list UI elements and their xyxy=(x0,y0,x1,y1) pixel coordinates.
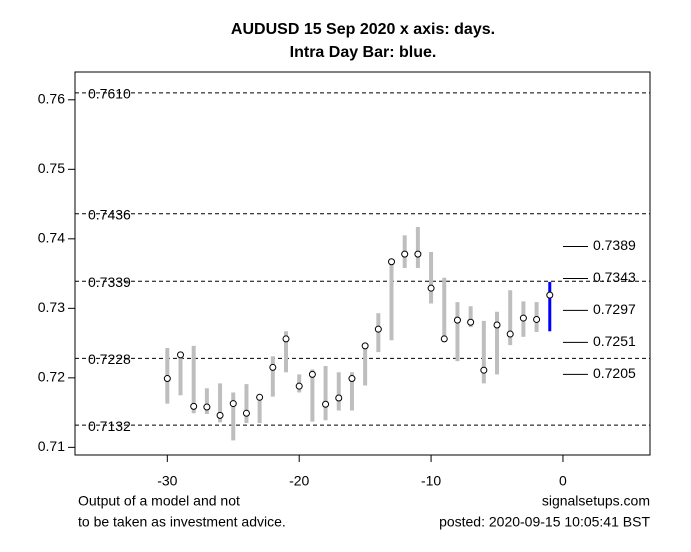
close-point xyxy=(427,284,435,292)
close-point xyxy=(229,400,237,408)
close-point xyxy=(335,394,343,402)
y-tick-label: 0.71 xyxy=(38,438,65,454)
footnote: to be taken as investment advice. xyxy=(78,514,286,530)
y-tick-label: 0.73 xyxy=(38,299,65,315)
level-label: 0.7339 xyxy=(88,274,131,290)
target-label: 0.7297 xyxy=(593,301,636,317)
close-point xyxy=(163,375,171,383)
close-point xyxy=(269,363,277,371)
close-point xyxy=(322,400,330,408)
level-label: 0.7436 xyxy=(88,207,131,223)
close-point xyxy=(374,325,382,333)
chart-subtitle: Intra Day Bar: blue. xyxy=(290,44,437,61)
y-tick-label: 0.75 xyxy=(38,160,65,176)
plot-frame xyxy=(74,71,651,456)
close-point xyxy=(177,351,185,359)
y-tick-label: 0.76 xyxy=(38,91,65,107)
close-point xyxy=(401,250,409,258)
close-point xyxy=(216,411,224,419)
y-tick-label: 0.74 xyxy=(38,230,65,246)
close-point xyxy=(533,315,541,323)
close-point xyxy=(506,330,514,338)
x-tick-label: -30 xyxy=(157,473,177,489)
footnote: signalsetups.com xyxy=(542,493,650,509)
close-point xyxy=(203,403,211,411)
close-point xyxy=(519,314,527,322)
chart-title: AUDUSD 15 Sep 2020 x axis: days. xyxy=(231,21,495,38)
footnote: posted: 2020-09-15 10:05:41 BST xyxy=(439,514,650,530)
close-point xyxy=(440,335,448,343)
close-point xyxy=(242,409,250,417)
close-point xyxy=(282,335,290,343)
close-point xyxy=(348,375,356,383)
close-point xyxy=(493,321,501,329)
close-point xyxy=(546,291,554,299)
level-label: 0.7132 xyxy=(88,418,131,434)
close-point xyxy=(467,318,475,326)
footnote: Output of a model and not xyxy=(78,493,240,509)
level-label: 0.7228 xyxy=(88,351,131,367)
x-tick-label: 0 xyxy=(559,473,567,489)
close-point xyxy=(361,342,369,350)
close-point xyxy=(453,316,461,324)
close-point xyxy=(190,402,198,410)
close-point xyxy=(308,370,316,378)
close-point xyxy=(388,258,396,266)
close-point xyxy=(480,366,488,374)
target-label: 0.7389 xyxy=(593,237,636,253)
close-point xyxy=(414,250,422,258)
target-label: 0.7251 xyxy=(593,333,636,349)
target-label: 0.7205 xyxy=(593,365,636,381)
y-tick-label: 0.72 xyxy=(38,369,65,385)
x-tick-label: -20 xyxy=(289,473,309,489)
level-label: 0.7610 xyxy=(88,86,131,102)
target-label: 0.7343 xyxy=(593,269,636,285)
x-tick-label: -10 xyxy=(421,473,441,489)
close-point xyxy=(256,393,264,401)
close-point xyxy=(295,382,303,390)
